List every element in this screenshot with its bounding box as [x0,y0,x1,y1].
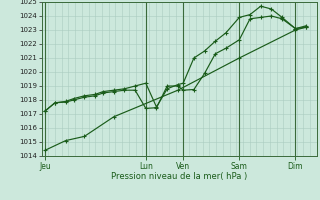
X-axis label: Pression niveau de la mer( hPa ): Pression niveau de la mer( hPa ) [111,172,247,181]
